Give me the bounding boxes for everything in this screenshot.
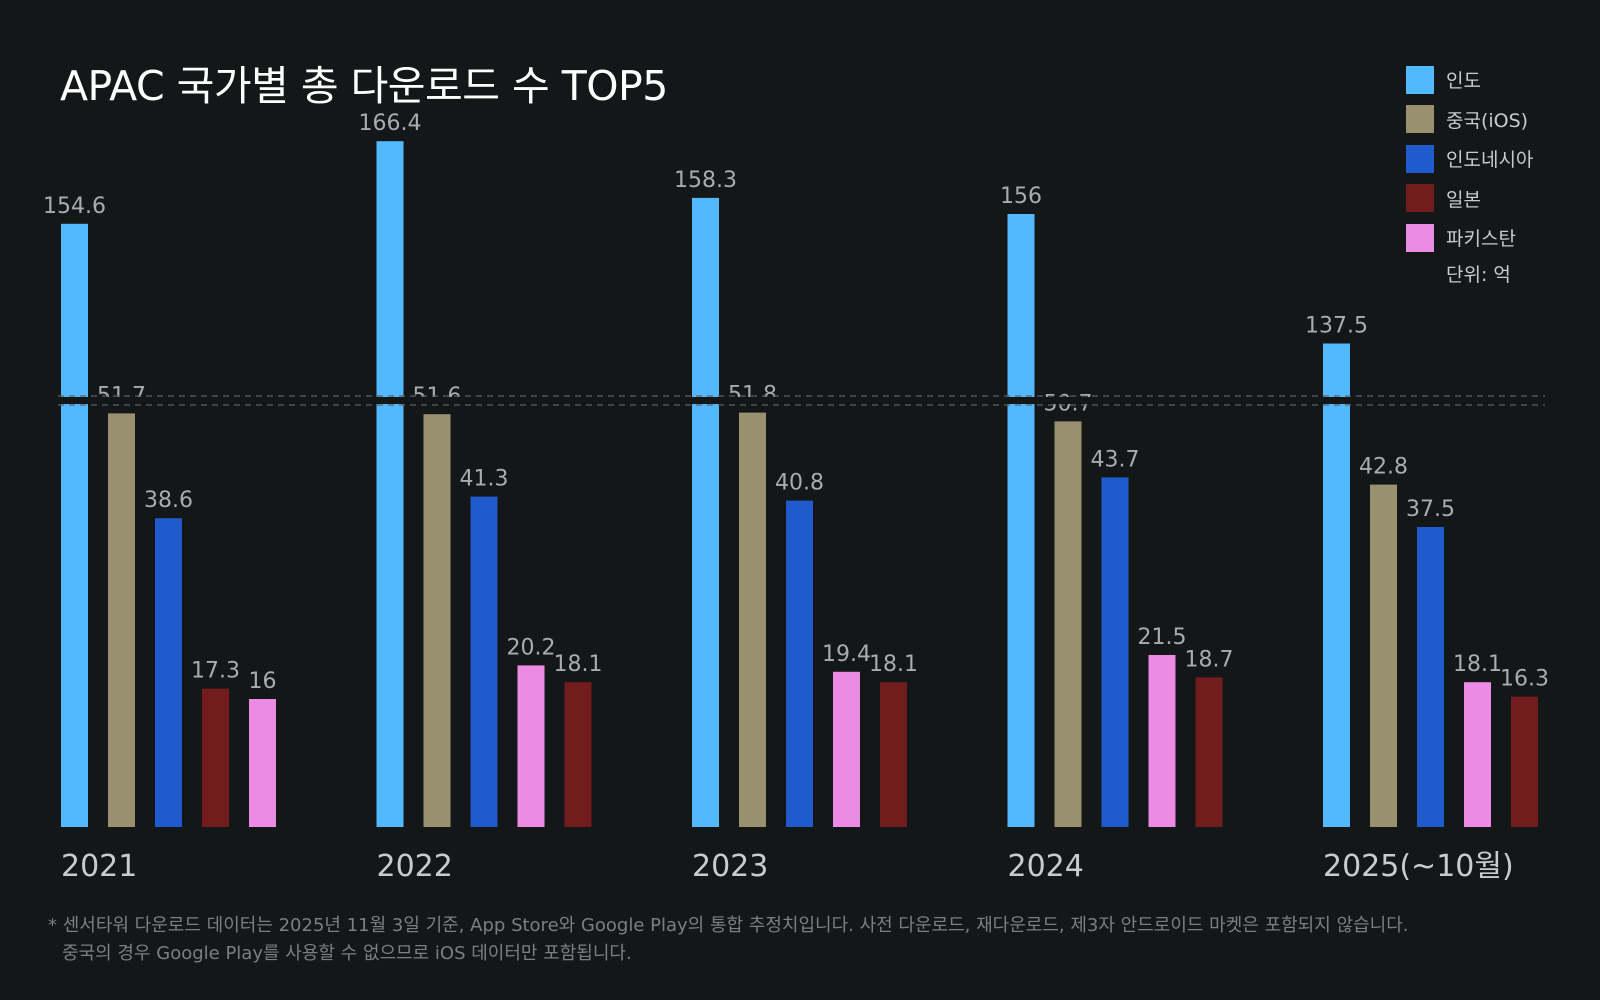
value-label-2025-10-3: 18.1 [1453, 652, 1502, 677]
legend-label-japan: 일본 [1446, 188, 1481, 211]
value-label-2023-3: 19.4 [822, 642, 871, 667]
legend-swatch-japan [1406, 184, 1434, 213]
footnote-line-2: 중국의 경우 Google Play를 사용할 수 없으므로 iOS 데이터만 … [62, 943, 632, 964]
bar-2023-1[interactable] [739, 412, 766, 827]
bar-2021-0[interactable] [61, 223, 88, 828]
bar-2021-2[interactable] [155, 518, 182, 827]
legend-item-indonesia[interactable]: 인도네시아 [1406, 139, 1533, 179]
value-label-2021-2: 38.6 [144, 488, 193, 513]
value-label-2024-4: 18.7 [1185, 647, 1234, 672]
legend-item-japan[interactable]: 일본 [1406, 179, 1533, 219]
bar-2021-1[interactable] [108, 413, 135, 827]
bar-2022-3[interactable] [517, 665, 545, 827]
legend-swatch-indonesia [1406, 144, 1434, 173]
legend-label-china-ios: 중국(iOS) [1446, 109, 1529, 132]
bar-2024-3[interactable] [1148, 655, 1176, 827]
value-label-2023-2: 40.8 [775, 471, 824, 496]
bar-2022-1[interactable] [423, 414, 451, 827]
x-tick-label-2022: 2022 [377, 849, 453, 884]
bar-2021-4[interactable] [249, 699, 276, 827]
value-label-2022-2: 41.3 [460, 467, 509, 492]
bar-2024-4[interactable] [1195, 677, 1223, 827]
chart-title: APAC 국가별 총 다운로드 수 TOP5 [60, 62, 668, 110]
legend-item-india[interactable]: 인도 [1406, 60, 1533, 100]
legend-label-india: 인도 [1446, 70, 1481, 93]
axis-break-band [55, 397, 1545, 404]
bar-2025-10-2[interactable] [1417, 527, 1444, 827]
x-tick-label-2021: 2021 [61, 849, 137, 884]
value-label-2025-10-1: 42.8 [1359, 455, 1408, 480]
footnote: * 센서타워 다운로드 데이터는 2025년 11월 3일 기준, App St… [48, 912, 1409, 968]
bar-2022-2[interactable] [470, 496, 498, 827]
value-label-2022-4: 18.1 [554, 652, 603, 677]
x-tick-label-2025-10: 2025(~10월) [1323, 849, 1514, 884]
bar-2023-2[interactable] [786, 500, 813, 827]
value-label-2025-10-0: 137.5 [1305, 314, 1368, 339]
value-label-2023-0: 158.3 [674, 168, 737, 193]
bar-2024-0[interactable] [1007, 214, 1035, 827]
value-label-2021-3: 17.3 [191, 659, 240, 684]
legend-label-pakistan: 파키스탄 [1446, 228, 1516, 251]
legend-swatch-pakistan [1406, 223, 1434, 252]
value-label-2024-3: 21.5 [1138, 625, 1187, 650]
bar-2023-4[interactable] [880, 682, 907, 827]
value-label-2022-3: 20.2 [507, 635, 556, 660]
value-label-2021-0: 154.6 [43, 194, 106, 219]
value-label-2024-0: 156 [1000, 184, 1042, 209]
legend-label-indonesia: 인도네시아 [1446, 149, 1534, 172]
legend-item-china-ios[interactable]: 중국(iOS) [1406, 100, 1533, 140]
bar-2024-1[interactable] [1054, 421, 1082, 827]
unit-label: 단위: 억 [1446, 263, 1511, 286]
bar-2022-4[interactable] [564, 682, 592, 827]
value-label-2025-10-2: 37.5 [1406, 497, 1455, 522]
value-label-2022-0: 166.4 [359, 111, 422, 136]
value-label-2025-10-4: 16.3 [1500, 667, 1549, 692]
bar-2022-0[interactable] [376, 141, 404, 827]
legend-swatch-india [1406, 65, 1434, 94]
bar-2023-0[interactable] [692, 197, 719, 827]
x-tick-label-2023: 2023 [692, 849, 768, 884]
bar-2025-10-4[interactable] [1511, 696, 1538, 827]
bar-2024-2[interactable] [1101, 477, 1129, 827]
value-label-2024-2: 43.7 [1091, 447, 1140, 472]
bar-2025-10-0[interactable] [1323, 343, 1350, 828]
bar-2021-3[interactable] [202, 688, 229, 827]
bar-2025-10-3[interactable] [1464, 682, 1491, 827]
x-tick-label-2024: 2024 [1008, 849, 1084, 884]
bar-2023-3[interactable] [833, 671, 860, 827]
legend-item-pakistan[interactable]: 파키스탄 [1406, 218, 1533, 258]
footnote-line-1: * 센서타워 다운로드 데이터는 2025년 11월 3일 기준, App St… [48, 915, 1409, 936]
bar-2025-10-1[interactable] [1370, 484, 1397, 827]
legend: 인도 중국(iOS) 인도네시아 일본 파키스탄 단위: 억 [1406, 60, 1533, 287]
value-label-2021-4: 16 [249, 669, 277, 694]
legend-swatch-china-ios [1406, 105, 1434, 134]
value-label-2023-4: 18.1 [869, 652, 918, 677]
